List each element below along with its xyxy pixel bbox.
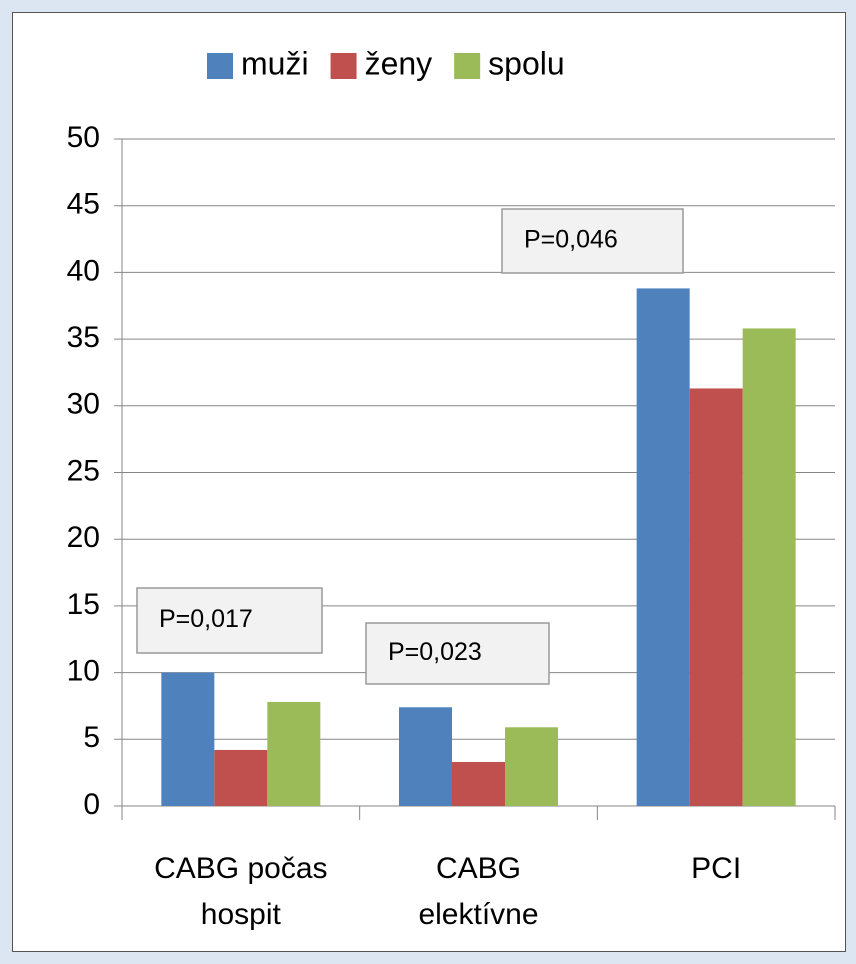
legend-label: muži bbox=[241, 45, 309, 81]
legend-swatch bbox=[207, 53, 233, 79]
y-tick-label: 0 bbox=[83, 788, 100, 821]
x-tick-label: CABG elektívne bbox=[418, 852, 539, 931]
y-tick-label: 15 bbox=[67, 588, 100, 621]
y-tick-label: 40 bbox=[67, 254, 100, 287]
annotation-box bbox=[365, 622, 550, 685]
x-tick-label: PCI bbox=[691, 852, 742, 885]
y-tick-label: 25 bbox=[67, 454, 100, 487]
bar bbox=[636, 288, 690, 807]
bar bbox=[399, 707, 452, 806]
bar bbox=[214, 749, 268, 806]
y-tick-label: 20 bbox=[67, 521, 100, 554]
bar bbox=[161, 672, 215, 806]
bar bbox=[267, 701, 321, 806]
y-tick-label: 30 bbox=[67, 388, 100, 421]
legend-swatch bbox=[330, 53, 357, 79]
bar bbox=[452, 761, 505, 806]
annotation: P=0,017 bbox=[159, 605, 253, 633]
bar bbox=[742, 328, 796, 806]
annotation-box bbox=[501, 208, 684, 274]
legend-swatch bbox=[454, 53, 481, 79]
bar bbox=[689, 388, 743, 806]
legend-label: spolu bbox=[488, 45, 565, 81]
annotation: P=0,023 bbox=[388, 638, 482, 666]
y-tick-label: 50 bbox=[67, 121, 100, 154]
annotation-box bbox=[136, 587, 323, 654]
y-tick-label: 35 bbox=[67, 321, 100, 354]
y-tick-label: 10 bbox=[67, 655, 100, 688]
legend-label: ženy bbox=[365, 45, 433, 81]
bar bbox=[505, 727, 558, 806]
annotation: P=0,046 bbox=[524, 226, 618, 254]
y-tick-label: 5 bbox=[83, 721, 100, 754]
y-tick-label: 45 bbox=[67, 188, 100, 221]
x-tick-label: CABG počas hospit bbox=[154, 852, 328, 931]
